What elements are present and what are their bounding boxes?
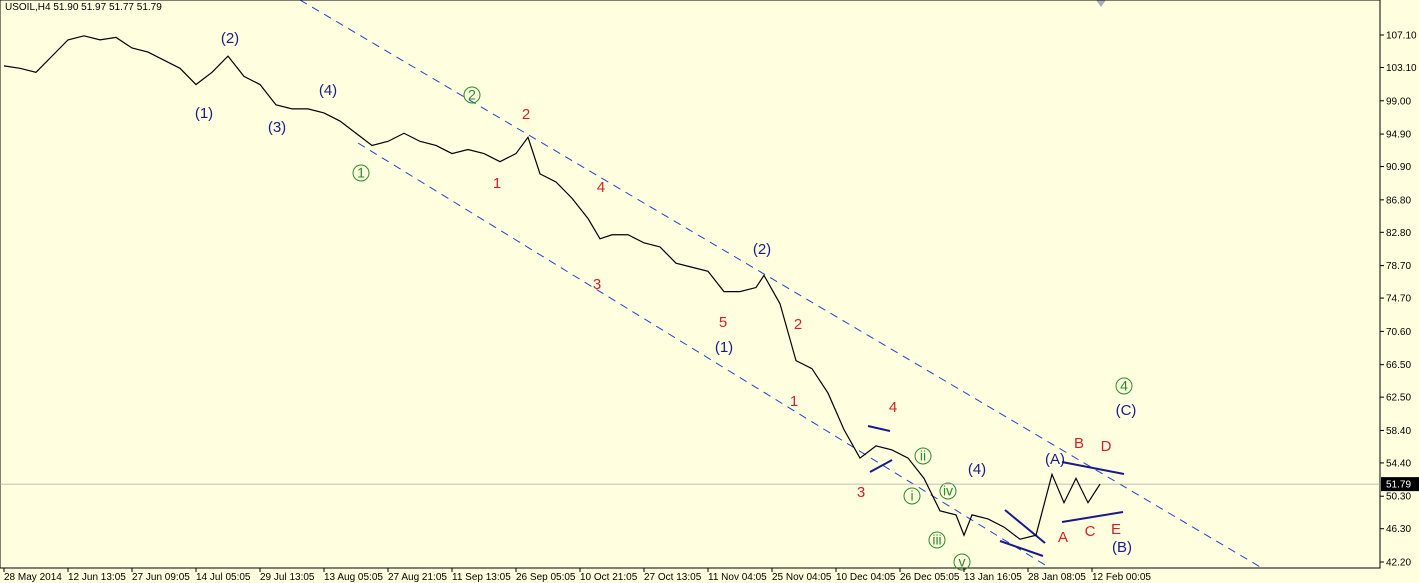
y-tick-label: 107.10 bbox=[1386, 30, 1417, 41]
y-tick-label: 42.20 bbox=[1386, 557, 1411, 568]
wave-label: (1) bbox=[195, 105, 213, 122]
wave-label: iv bbox=[943, 483, 953, 499]
wave-label: B bbox=[1074, 435, 1084, 452]
wave-label: i bbox=[910, 488, 913, 504]
y-tick-label: 82.80 bbox=[1386, 228, 1411, 239]
wave-label: 2 bbox=[522, 106, 530, 123]
y-tick-label: 58.40 bbox=[1386, 426, 1411, 437]
wave-label: 2 bbox=[468, 87, 476, 103]
wave-label: 4 bbox=[889, 399, 897, 416]
x-tick-label: 11 Sep 13:05 bbox=[452, 572, 511, 583]
wave-label: (4) bbox=[319, 82, 337, 99]
x-tick-label: 10 Oct 21:05 bbox=[580, 572, 638, 583]
wave-label: D bbox=[1101, 438, 1112, 455]
y-tick-label: 70.60 bbox=[1386, 327, 1411, 338]
wave-label: (3) bbox=[268, 119, 286, 136]
wave-label: 3 bbox=[857, 484, 865, 501]
y-tick-label: 94.90 bbox=[1386, 130, 1411, 141]
wave-label: A bbox=[1058, 529, 1068, 546]
wave-label: 5 bbox=[719, 314, 727, 331]
x-tick-label: 27 Aug 21:05 bbox=[388, 572, 447, 583]
x-tick-label: 28 May 2014 bbox=[4, 572, 62, 583]
x-tick-label: 10 Dec 04:05 bbox=[836, 572, 896, 583]
x-tick-label: 28 Jan 08:05 bbox=[1028, 572, 1086, 583]
y-tick-label: 46.30 bbox=[1386, 524, 1411, 535]
wave-label: 1 bbox=[357, 165, 365, 181]
wave-label: ii bbox=[920, 448, 926, 464]
wave-label: (1) bbox=[715, 339, 733, 356]
x-tick-label: 12 Feb 00:05 bbox=[1092, 572, 1151, 583]
x-tick-label: 11 Nov 04:05 bbox=[708, 572, 767, 583]
x-tick-label: 13 Aug 05:05 bbox=[324, 572, 383, 583]
chart-title: USOIL,H4 51.90 51.97 51.77 51.79 bbox=[5, 2, 162, 13]
y-tick-label: 99.00 bbox=[1386, 96, 1411, 107]
y-tick-label: 86.80 bbox=[1386, 195, 1411, 206]
wave-label: 4 bbox=[1120, 378, 1128, 394]
wave-label: (2) bbox=[753, 241, 771, 258]
wave-label: (4) bbox=[968, 461, 986, 478]
channel-lower bbox=[357, 142, 1051, 569]
wave-label: 1 bbox=[790, 393, 798, 410]
wave-label: E bbox=[1111, 521, 1121, 538]
shift-marker bbox=[1096, 0, 1106, 7]
x-tick-label: 25 Nov 04:05 bbox=[772, 572, 832, 583]
wave-label: iii bbox=[932, 532, 941, 548]
wave-label: 4 bbox=[597, 179, 605, 196]
y-tick-label: 78.70 bbox=[1386, 261, 1411, 272]
pattern-lines bbox=[867, 425, 1125, 557]
y-tick-label: 74.70 bbox=[1386, 294, 1411, 305]
wave-label: 1 bbox=[493, 175, 501, 192]
x-tick-label: 13 Jan 16:05 bbox=[964, 572, 1022, 583]
y-tick-label: 90.90 bbox=[1386, 162, 1411, 173]
wave-label: (B) bbox=[1112, 539, 1132, 556]
price-line bbox=[3, 35, 1101, 540]
wave-labels: (2) (1) (4) (3) 2 1 2 1 4 3 5 (2) (1) 2 … bbox=[195, 30, 1137, 571]
x-tick-label: 29 Jul 13:05 bbox=[260, 572, 315, 583]
channel-upper bbox=[299, 0, 1263, 569]
last-price-label: 51.79 bbox=[1386, 480, 1411, 491]
plot-frame bbox=[0, 0, 1381, 569]
x-tick-label: 27 Oct 13:05 bbox=[644, 572, 702, 583]
x-tick-label: 26 Dec 05:05 bbox=[900, 572, 960, 583]
y-tick-label: 50.30 bbox=[1386, 492, 1411, 503]
last-price-box bbox=[1381, 477, 1419, 492]
x-tick-label: 26 Sep 05:05 bbox=[516, 572, 576, 583]
wave-label: (A) bbox=[1045, 451, 1065, 468]
y-tick-label: 66.50 bbox=[1386, 360, 1411, 371]
x-tick-label: 12 Jun 13:05 bbox=[68, 572, 126, 583]
wave-label: C bbox=[1085, 523, 1096, 540]
x-tick-label: 14 Jul 05:05 bbox=[196, 572, 251, 583]
y-tick-label: 103.10 bbox=[1386, 63, 1417, 74]
wave-label: (2) bbox=[221, 30, 239, 47]
y-tick-label: 54.40 bbox=[1386, 458, 1411, 469]
wave-label: 2 bbox=[794, 316, 802, 333]
x-tick-label: 27 Jun 09:05 bbox=[132, 572, 190, 583]
wave-label: 3 bbox=[593, 276, 601, 293]
wave-label: (C) bbox=[1116, 402, 1137, 419]
y-tick-label: 62.50 bbox=[1386, 393, 1411, 404]
wave-label: v bbox=[959, 554, 966, 570]
